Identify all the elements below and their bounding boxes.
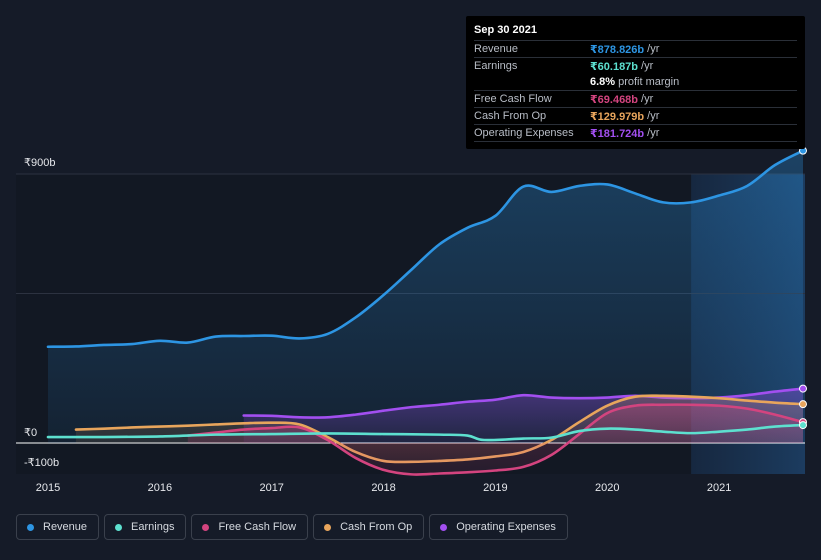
legend-label: Cash From Op [340, 521, 413, 533]
legend-item-cfo[interactable]: Cash From Op [313, 514, 425, 540]
tooltip-value-earnings: ₹60.187b [590, 60, 639, 73]
tooltip-unit: /yr [641, 60, 654, 72]
tooltip-value-revenue: ₹878.826b [590, 43, 645, 56]
fcf-area [187, 404, 803, 475]
fcf-line [186, 403, 805, 476]
revenue-area [48, 150, 803, 444]
cfo-end-marker [799, 400, 807, 409]
tooltip-row-margin: 6.8% profit margin [474, 74, 797, 91]
revenue-line [46, 149, 805, 349]
cfo-dot-icon [324, 523, 332, 531]
legend-label: Revenue [43, 521, 88, 533]
tooltip-row-fcf: Free Cash Flow ₹69.468b /yr [474, 91, 797, 108]
end-markers [799, 146, 807, 430]
tooltip-unit: profit margin [618, 76, 680, 88]
legend: Revenue Earnings Free Cash Flow Cash Fro… [16, 514, 568, 542]
tooltip-label: Free Cash Flow [474, 93, 552, 105]
tooltip-value-opex: ₹181.724b [590, 127, 645, 140]
tooltip-label: Revenue [474, 43, 519, 55]
legend-item-opex[interactable]: Operating Expenses [429, 514, 568, 540]
x-tick-label: 2016 [148, 482, 172, 494]
y-tick-label: ₹900b [24, 157, 55, 169]
y-tick-label: ₹0 [24, 427, 37, 439]
legend-label: Earnings [131, 521, 175, 533]
legend-item-fcf[interactable]: Free Cash Flow [191, 514, 309, 540]
tooltip-unit: /yr [647, 43, 660, 55]
x-axis-labels: 2015 2016 2017 2018 2019 2020 2021 [36, 482, 732, 494]
x-tick-label: 2021 [707, 482, 731, 494]
y-axis-labels: ₹900b ₹0 -₹100b [24, 157, 59, 469]
tooltip-row-opex: Operating Expenses ₹181.724b /yr [474, 125, 797, 142]
earnings-line [46, 423, 805, 442]
x-tick-label: 2017 [259, 482, 283, 494]
tooltip-label: Cash From Op [474, 110, 547, 122]
tooltip-value-fcf: ₹69.468b [590, 93, 639, 106]
legend-label: Operating Expenses [456, 521, 556, 533]
x-tick-label: 2020 [595, 482, 619, 494]
tooltip-value-cfo: ₹129.979b [590, 110, 645, 123]
earnings-dot-icon [115, 523, 123, 531]
tooltip-row-revenue: Revenue ₹878.826b /yr [474, 41, 797, 58]
x-tick-label: 2018 [371, 482, 395, 494]
tooltip-label: Operating Expenses [474, 127, 574, 139]
legend-item-revenue[interactable]: Revenue [16, 514, 100, 540]
legend-item-earnings[interactable]: Earnings [104, 514, 187, 540]
y-tick-label: -₹100b [24, 457, 59, 469]
tooltip-unit: /yr [647, 127, 660, 139]
tooltip-row-cfo: Cash From Op ₹129.979b /yr [474, 108, 797, 125]
fcf-dot-icon [202, 523, 210, 531]
tooltip: Sep 30 2021 Revenue ₹878.826b /yr Earnin… [466, 16, 805, 149]
tooltip-date: Sep 30 2021 [474, 24, 797, 41]
tooltip-value-margin: 6.8% [590, 76, 616, 88]
revenue-dot-icon [27, 523, 34, 531]
tooltip-label: Earnings [474, 60, 518, 72]
tooltip-unit: /yr [647, 110, 660, 122]
opex-dot-icon [440, 523, 448, 531]
tooltip-row-earnings: Earnings ₹60.187b /yr [474, 58, 797, 74]
tooltip-unit: /yr [641, 93, 654, 105]
x-tick-label: 2015 [36, 482, 60, 494]
x-tick-label: 2019 [483, 482, 507, 494]
opex-end-marker [799, 384, 807, 393]
earnings-end-marker [799, 421, 807, 430]
chart: ₹900b₹0-₹100b 2015 2016 2017 2018 2019 2020 20… [16, 146, 807, 494]
series-layer [46, 149, 805, 476]
legend-label: Free Cash Flow [218, 521, 297, 533]
